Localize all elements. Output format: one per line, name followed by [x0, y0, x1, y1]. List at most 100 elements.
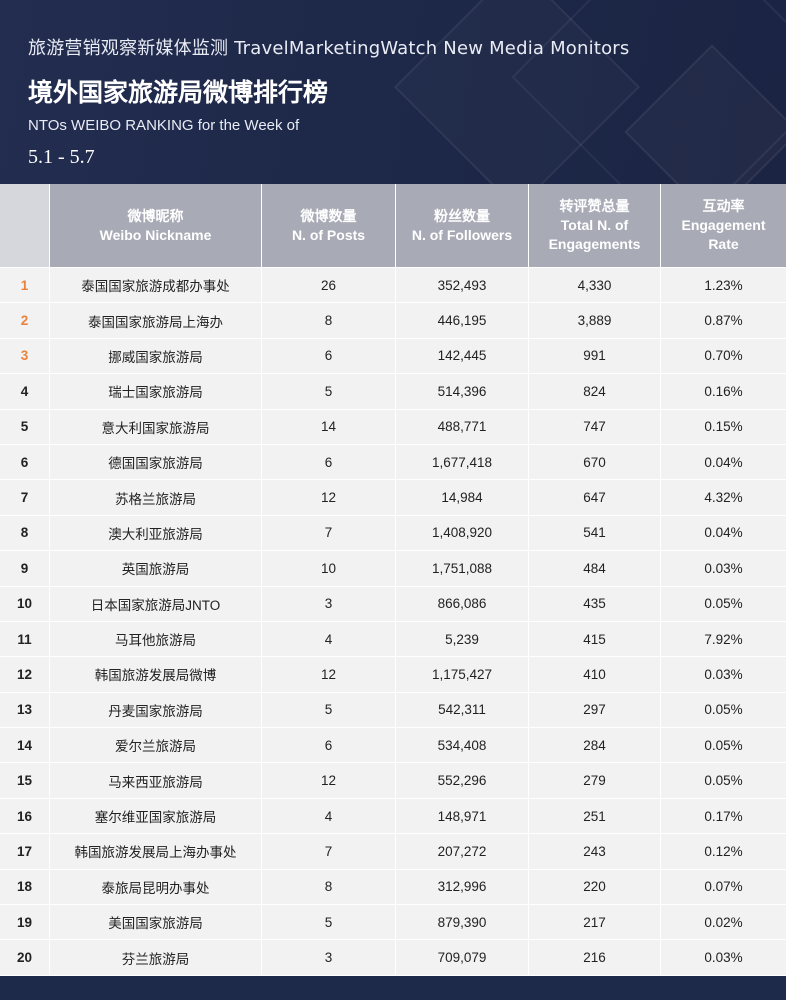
header-tagline: 旅游营销观察新媒体监测 TravelMarketingWatch New Med… [28, 38, 630, 59]
date-range: 5.1 - 5.7 [28, 146, 95, 168]
column-header-followers: 粉丝数量 N. of Followers [396, 184, 529, 267]
engagements-cell: 220 [529, 869, 661, 905]
nickname-cell: 瑞士国家旅游局 [50, 374, 262, 409]
followers-cell: 1,751,088 [396, 551, 529, 586]
table-row: 11 马耳他旅游局 4 5,239 415 7.92% [0, 621, 786, 658]
rank-cell: 8 [0, 515, 50, 551]
engagement-rate-cell: 0.17% [704, 808, 743, 824]
table-row: 5 意大利国家旅游局 14 488,771 747 0.15% [0, 409, 786, 445]
posts-cell: 7 [262, 515, 396, 551]
posts-cell: 3 [262, 940, 396, 975]
engagement-rate-cell: 0.15% [704, 419, 743, 435]
engagements-cell: 747 [529, 409, 661, 444]
column-header-posts: 微博数量 N. of Posts [262, 184, 396, 267]
engagements-cell: 279 [529, 763, 661, 798]
engagement-rate-cell: 1.23% [704, 277, 743, 293]
rank-cell: 9 [0, 551, 50, 586]
rank-cell: 12 [0, 657, 50, 692]
column-header-engagements: 转评赞总量 Total N. of Engagements [529, 184, 661, 267]
table-body: 1 泰国国家旅游成都办事处 26 352,493 4,330 1.23% 2 泰国国家旅游局上… [0, 268, 786, 976]
nickname-cell: 德国国家旅游局 [50, 444, 262, 480]
table-row: 17 韩国旅游发展局上海办事处 7 207,272 243 0.12% [0, 834, 786, 870]
engagements-cell: 217 [529, 905, 661, 940]
posts-cell: 6 [262, 444, 396, 480]
posts-cell: 4 [262, 798, 396, 834]
engagement-rate-cell: 7.92% [704, 631, 743, 647]
followers-cell: 879,390 [396, 905, 529, 940]
nickname-cell: 韩国旅游发展局上海办事处 [50, 834, 262, 869]
posts-cell: 5 [262, 374, 396, 409]
posts-cell: 5 [262, 905, 396, 940]
engagement-rate-cell: 0.03% [704, 950, 743, 966]
followers-cell: 5,239 [396, 621, 529, 657]
table-row: 19 美国国家旅游局 5 879,390 217 0.02% [0, 905, 786, 941]
table-row: 10 日本国家旅游局JNTO 3 866,086 435 0.05% [0, 586, 786, 622]
engagements-cell: 647 [529, 480, 661, 515]
posts-cell: 6 [262, 338, 396, 374]
followers-cell: 1,175,427 [396, 657, 529, 692]
nickname-cell: 泰国国家旅游成都办事处 [50, 268, 262, 303]
posts-cell: 12 [262, 657, 396, 692]
followers-cell: 488,771 [396, 409, 529, 444]
followers-cell: 866,086 [396, 586, 529, 621]
nickname-cell: 挪威国家旅游局 [50, 338, 262, 374]
table-row: 6 德国国家旅游局 6 1,677,418 670 0.04% [0, 444, 786, 481]
table-row: 15 马来西亚旅游局 12 552,296 279 0.05% [0, 763, 786, 799]
engagement-rate-cell: 0.05% [704, 773, 743, 789]
ranking-table: 微博昵称 Weibo Nickname 微博数量 N. of Posts 粉丝数… [0, 184, 786, 976]
rank-cell: 3 [0, 338, 50, 374]
table-row: 12 韩国旅游发展局微博 12 1,175,427 410 0.03% [0, 657, 786, 693]
followers-cell: 148,971 [396, 798, 529, 834]
rank-cell: 19 [0, 905, 50, 940]
table-row: 20 芬兰旅游局 3 709,079 216 0.03% [0, 940, 786, 976]
followers-cell: 312,996 [396, 869, 529, 905]
posts-cell: 10 [262, 551, 396, 586]
engagements-cell: 541 [529, 515, 661, 551]
table-row: 4 瑞士国家旅游局 5 514,396 824 0.16% [0, 374, 786, 410]
nickname-cell: 爱尔兰旅游局 [50, 728, 262, 763]
engagements-cell: 670 [529, 444, 661, 480]
posts-cell: 12 [262, 763, 396, 798]
table-row: 3 挪威国家旅游局 6 142,445 991 0.70% [0, 338, 786, 375]
column-header-nickname: 微博昵称 Weibo Nickname [50, 184, 262, 267]
engagement-rate-cell: 0.12% [704, 843, 743, 859]
followers-cell: 1,408,920 [396, 515, 529, 551]
posts-cell: 7 [262, 834, 396, 869]
table-header-row: 微博昵称 Weibo Nickname 微博数量 N. of Posts 粉丝数… [0, 184, 786, 268]
nickname-cell: 泰国国家旅游局上海办 [50, 303, 262, 338]
followers-cell: 207,272 [396, 834, 529, 869]
posts-cell: 8 [262, 303, 396, 338]
posts-cell: 5 [262, 692, 396, 728]
nickname-cell: 苏格兰旅游局 [50, 480, 262, 515]
engagement-rate-cell: 0.03% [704, 666, 743, 682]
posts-cell: 26 [262, 268, 396, 303]
table-row: 13 丹麦国家旅游局 5 542,311 297 0.05% [0, 692, 786, 729]
engagement-rate-cell: 0.05% [704, 596, 743, 612]
engagement-rate-cell: 0.16% [704, 383, 743, 399]
engagements-cell: 824 [529, 374, 661, 409]
engagement-rate-cell: 0.05% [704, 737, 743, 753]
rank-cell: 17 [0, 834, 50, 869]
engagement-rate-cell: 0.07% [704, 879, 743, 895]
header-banner: 旅游营销观察新媒体监测 TravelMarketingWatch New Med… [0, 0, 786, 184]
rank-cell: 13 [0, 692, 50, 728]
followers-cell: 142,445 [396, 338, 529, 374]
nickname-cell: 韩国旅游发展局微博 [50, 657, 262, 692]
nickname-cell: 马来西亚旅游局 [50, 763, 262, 798]
nickname-cell: 日本国家旅游局JNTO [50, 586, 262, 621]
nickname-cell: 马耳他旅游局 [50, 621, 262, 657]
engagement-rate-cell: 0.04% [704, 454, 743, 470]
table-row: 16 塞尔维亚国家旅游局 4 148,971 251 0.17% [0, 798, 786, 835]
table-row: 8 澳大利亚旅游局 7 1,408,920 541 0.04% [0, 515, 786, 552]
engagements-cell: 251 [529, 798, 661, 834]
rank-cell: 6 [0, 444, 50, 480]
engagements-cell: 243 [529, 834, 661, 869]
followers-cell: 14,984 [396, 480, 529, 515]
rank-cell: 5 [0, 409, 50, 444]
nickname-cell: 丹麦国家旅游局 [50, 692, 262, 728]
engagement-rate-cell: 0.02% [704, 914, 743, 930]
rank-header-cell [0, 184, 50, 267]
rank-cell: 15 [0, 763, 50, 798]
engagements-cell: 991 [529, 338, 661, 374]
table-row: 1 泰国国家旅游成都办事处 26 352,493 4,330 1.23% [0, 268, 786, 304]
